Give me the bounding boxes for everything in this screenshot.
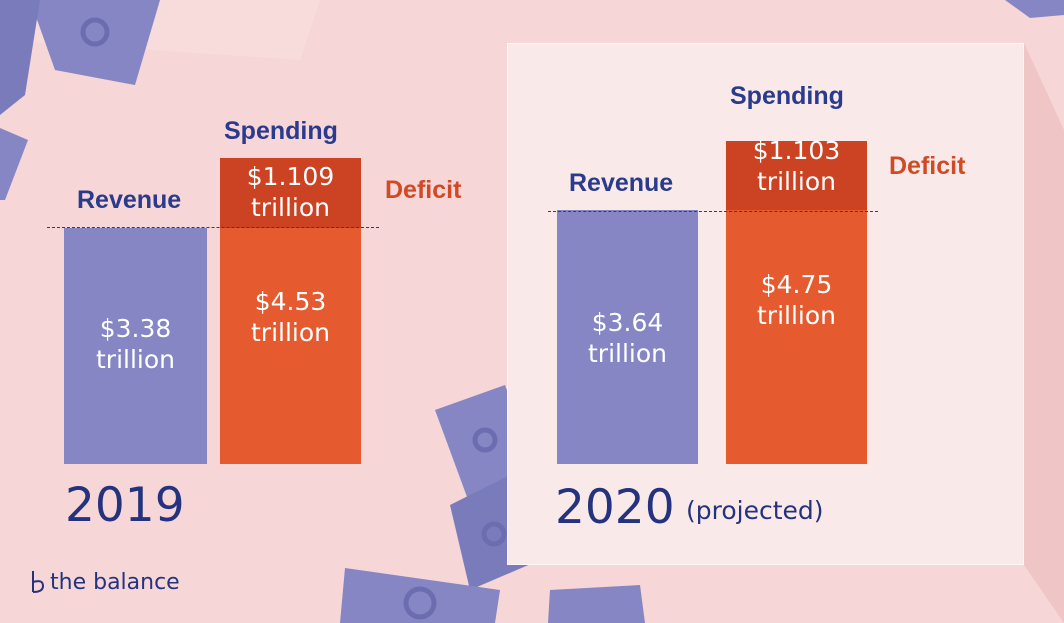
year-label-2019: 2019 — [65, 478, 185, 533]
spending-value-2020: $4.75 trillion — [756, 270, 836, 330]
deficit-heading-2019: Deficit — [385, 176, 462, 204]
money-bill-icon — [0, 128, 28, 200]
revenue-bar-2020 — [557, 209, 698, 464]
deficit-bar-2020 — [726, 140, 867, 210]
money-bill-icon — [1005, 0, 1064, 18]
deficit-value-2019: $1.109 trillion — [246, 162, 335, 222]
balance-logo-icon — [32, 571, 45, 593]
money-bill-icon — [30, 0, 160, 85]
spending-bar-2020 — [726, 209, 867, 464]
deficit-value-2020: $1.103 trillion — [752, 136, 841, 196]
spending-value-2019: $4.53 trillion — [250, 287, 330, 347]
revenue-value-2020: $3.64 trillion — [587, 308, 667, 368]
spending-bar-2019 — [220, 228, 361, 464]
brand-logo: the balance — [30, 570, 180, 595]
money-bill-icon — [548, 585, 645, 623]
spending-heading-2020: Spending — [730, 82, 844, 110]
money-bill-icon — [340, 568, 500, 623]
deficit-bar-2019 — [220, 158, 361, 229]
year-label-2020: 2020 — [555, 480, 675, 535]
revenue-level-line-2020 — [548, 211, 878, 212]
spending-heading-2019: Spending — [224, 117, 338, 145]
revenue-heading-2020: Revenue — [569, 169, 674, 197]
brand-name: the balance — [50, 570, 180, 595]
revenue-level-line-2019 — [47, 227, 379, 228]
deficit-heading-2020: Deficit — [889, 152, 966, 180]
revenue-value-2019: $3.38 trillion — [95, 314, 175, 374]
revenue-heading-2019: Revenue — [77, 186, 182, 214]
money-bill-icon — [0, 0, 40, 115]
revenue-bar-2019 — [64, 228, 207, 464]
projected-note: (projected) — [686, 496, 824, 525]
